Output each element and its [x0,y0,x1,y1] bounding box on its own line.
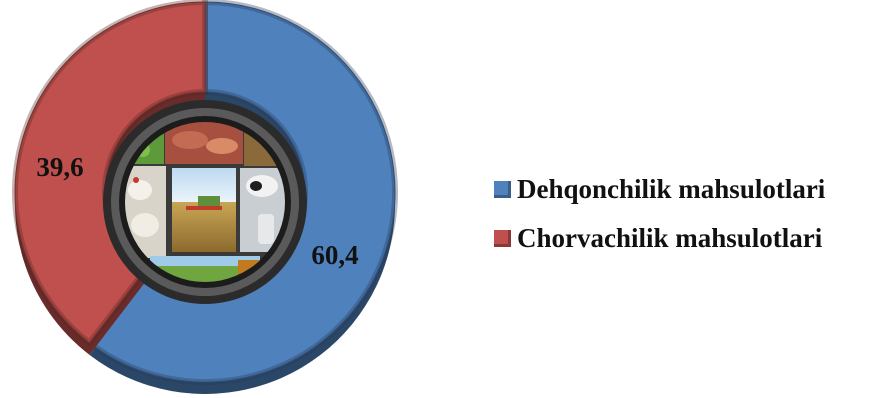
legend-swatch-chorvachilik [494,229,511,247]
legend-label-dehqonchilik: Dehqonchilik mahsulotlari [517,173,826,204]
center-photo-collage [103,100,307,304]
legend-item-chorvachilik: Chorvachilik mahsulotlari [494,221,825,255]
legend-item-dehqonchilik: Dehqonchilik mahsulotlari [494,172,825,206]
legend-label-chorvachilik: Chorvachilik mahsulotlari [517,222,823,253]
legend: Dehqonchilik mahsulotlari Chorvachilik m… [494,172,825,270]
data-label-0: 60,4 [311,240,358,270]
data-label-1: 39,6 [36,152,83,182]
legend-swatch-dehqonchilik [494,180,511,198]
